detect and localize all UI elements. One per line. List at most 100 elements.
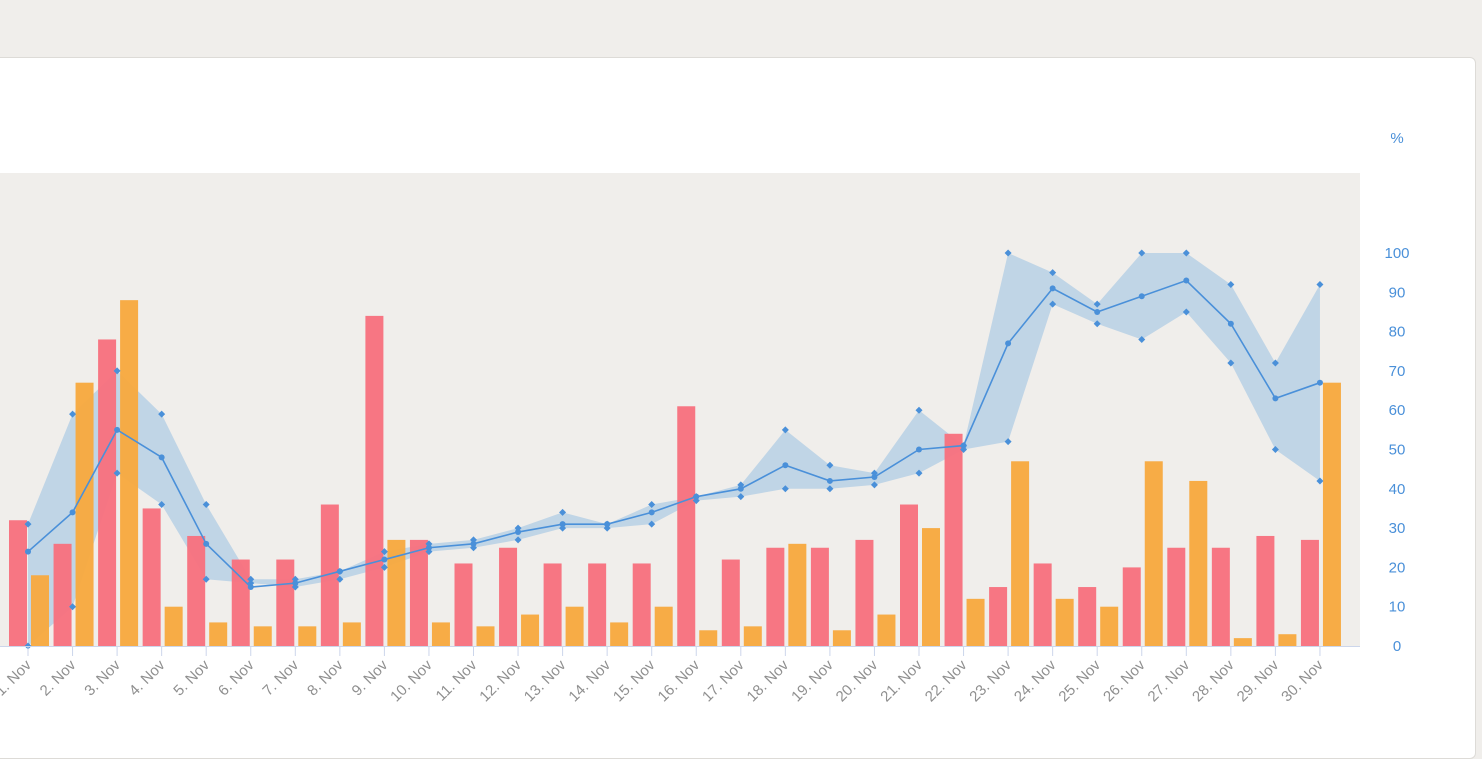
bar-red[interactable]	[187, 535, 206, 646]
bar-orange[interactable]	[342, 622, 361, 646]
range-high-marker[interactable]	[69, 410, 77, 418]
bar-red[interactable]	[1211, 547, 1230, 646]
range-low-marker[interactable]	[603, 524, 611, 532]
bar-orange[interactable]	[521, 614, 540, 646]
bar-orange[interactable]	[788, 543, 807, 646]
bar-orange[interactable]	[1322, 382, 1341, 646]
bar-orange[interactable]	[1233, 638, 1252, 646]
bar-orange[interactable]	[476, 626, 495, 646]
range-low-marker[interactable]	[737, 493, 745, 501]
range-high-marker[interactable]	[1182, 249, 1190, 257]
range-low-marker[interactable]	[960, 446, 968, 453]
bar-orange[interactable]	[1055, 598, 1074, 646]
line-point[interactable]	[1005, 340, 1012, 347]
bar-orange[interactable]	[966, 598, 985, 646]
range-high-marker[interactable]	[1138, 249, 1146, 257]
range-low-marker[interactable]	[870, 481, 878, 489]
range-high-marker[interactable]	[470, 536, 477, 544]
range-high-marker[interactable]	[425, 540, 433, 548]
range-low-marker[interactable]	[1093, 320, 1101, 328]
range-low-marker[interactable]	[158, 501, 166, 509]
line-point[interactable]	[158, 454, 165, 461]
range-low-marker[interactable]	[470, 544, 477, 552]
range-low-marker[interactable]	[336, 575, 344, 583]
bar-red[interactable]	[721, 559, 740, 646]
range-low-marker[interactable]	[826, 485, 834, 493]
range-high-marker[interactable]	[1316, 280, 1324, 288]
range-high-marker[interactable]	[737, 481, 745, 489]
line-point[interactable]	[1049, 285, 1056, 292]
line-point[interactable]	[1272, 395, 1279, 402]
line-point[interactable]	[203, 540, 210, 547]
range-high-marker[interactable]	[826, 461, 834, 469]
bar-orange[interactable]	[298, 626, 317, 646]
bar-red[interactable]	[900, 504, 918, 646]
range-high-marker[interactable]	[1271, 359, 1279, 367]
range-high-marker[interactable]	[648, 501, 656, 509]
line-point[interactable]	[1183, 277, 1190, 284]
bar-red[interactable]	[588, 563, 607, 646]
bar-red[interactable]	[276, 559, 295, 646]
range-low-marker[interactable]	[291, 583, 299, 591]
bar-orange[interactable]	[209, 622, 228, 646]
line-point[interactable]	[1138, 293, 1145, 300]
line-point[interactable]	[114, 426, 121, 433]
range-low-marker[interactable]	[425, 548, 433, 556]
range-high-marker[interactable]	[1093, 300, 1101, 308]
line-point[interactable]	[292, 580, 299, 587]
line-point[interactable]	[1227, 320, 1234, 327]
range-high-marker[interactable]	[1227, 280, 1235, 288]
range-low-marker[interactable]	[514, 536, 522, 544]
bar-orange[interactable]	[1100, 606, 1119, 646]
line-point[interactable]	[381, 556, 388, 563]
bar-orange[interactable]	[31, 575, 49, 646]
bar-orange[interactable]	[877, 614, 896, 646]
range-low-marker[interactable]	[915, 469, 923, 477]
range-low-marker[interactable]	[69, 603, 77, 611]
line-point[interactable]	[25, 548, 31, 555]
range-low-marker[interactable]	[1182, 308, 1190, 316]
range-low-marker[interactable]	[1271, 446, 1279, 453]
bar-red[interactable]	[989, 587, 1008, 646]
range-high-marker[interactable]	[781, 426, 789, 434]
range-low-marker[interactable]	[202, 575, 210, 583]
bar-orange[interactable]	[1278, 634, 1297, 646]
bar-orange[interactable]	[253, 626, 272, 646]
range-high-marker[interactable]	[380, 548, 388, 556]
bar-orange[interactable]	[832, 630, 851, 646]
bar-red[interactable]	[53, 543, 72, 646]
range-low-marker[interactable]	[1004, 438, 1012, 446]
range-high-marker[interactable]	[247, 575, 255, 583]
range-high-marker[interactable]	[113, 367, 121, 375]
range-high-marker[interactable]	[158, 410, 166, 418]
range-high-marker[interactable]	[960, 442, 968, 450]
bar-red[interactable]	[1078, 587, 1097, 646]
range-high-marker[interactable]	[202, 501, 210, 509]
range-high-marker[interactable]	[1049, 269, 1057, 277]
line-point[interactable]	[871, 474, 878, 481]
bar-red[interactable]	[231, 559, 250, 646]
bar-red[interactable]	[944, 433, 963, 646]
line-point[interactable]	[826, 477, 833, 484]
bar-red[interactable]	[365, 315, 384, 646]
bar-red[interactable]	[142, 508, 161, 646]
bar-orange[interactable]	[922, 528, 940, 646]
bar-orange[interactable]	[75, 382, 94, 646]
range-high-marker[interactable]	[870, 469, 878, 477]
range-low-marker[interactable]	[692, 497, 700, 505]
line-point[interactable]	[69, 509, 76, 516]
range-low-marker[interactable]	[113, 469, 121, 477]
bar-orange[interactable]	[164, 606, 183, 646]
line-point[interactable]	[1316, 379, 1323, 386]
range-low-marker[interactable]	[781, 485, 789, 493]
range-high-marker[interactable]	[24, 520, 32, 528]
bar-orange[interactable]	[1011, 461, 1030, 646]
range-high-marker[interactable]	[336, 567, 344, 575]
range-low-marker[interactable]	[1138, 335, 1146, 343]
bar-orange[interactable]	[387, 539, 406, 646]
range-high-marker[interactable]	[915, 406, 923, 414]
bar-orange[interactable]	[431, 622, 450, 646]
range-high-marker[interactable]	[1004, 249, 1012, 257]
range-high-marker[interactable]	[291, 575, 299, 583]
line-point[interactable]	[247, 584, 254, 591]
